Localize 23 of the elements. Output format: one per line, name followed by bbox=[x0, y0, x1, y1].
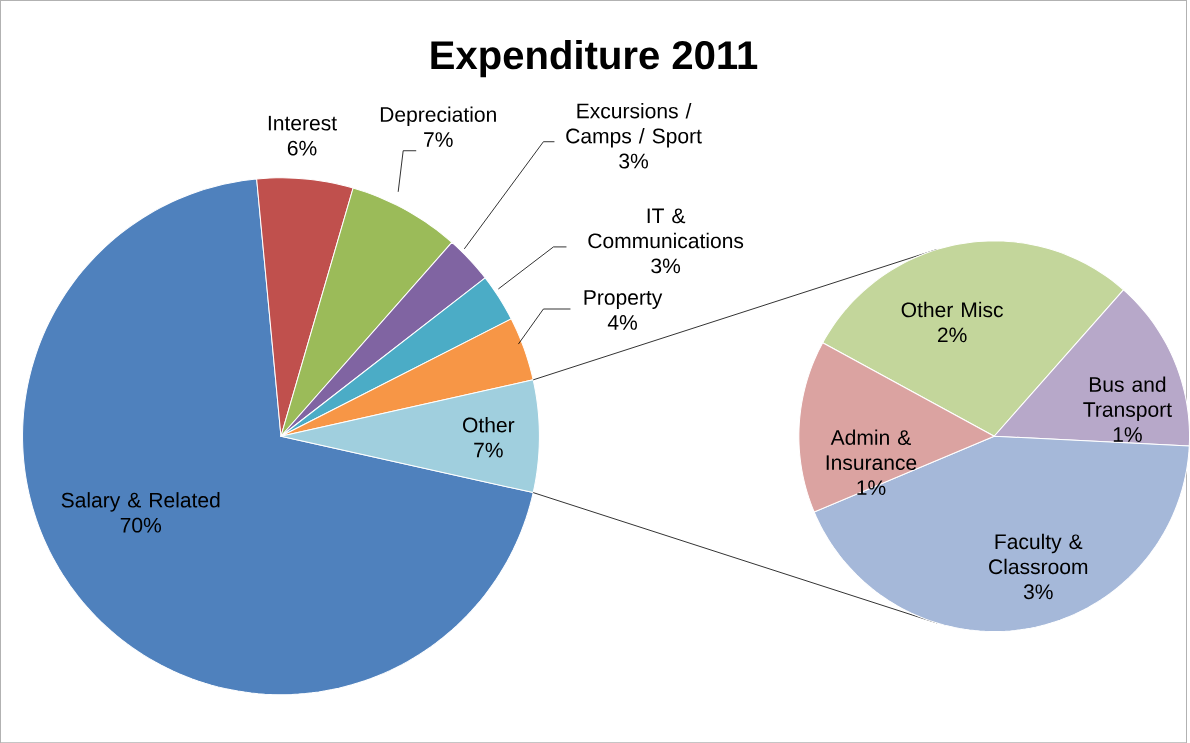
slice-label: Faculty & Classroom bbox=[989, 533, 1088, 575]
data-label: 1% bbox=[1113, 427, 1142, 442]
data-label: 7% bbox=[424, 132, 453, 147]
chart-title: Expenditure 2011 bbox=[431, 39, 758, 78]
slice-label: Property bbox=[584, 290, 663, 309]
data-label: 7% bbox=[474, 442, 503, 458]
data-label: 3% bbox=[619, 153, 649, 169]
slice-label: Bus and Transport bbox=[1083, 376, 1172, 421]
data-label: 70% bbox=[120, 517, 162, 533]
data-label: 4% bbox=[607, 314, 637, 330]
slice-label: Excursions / Camps / Sport bbox=[566, 102, 702, 148]
data-label: 3% bbox=[651, 258, 681, 274]
data-label: 2% bbox=[937, 327, 967, 343]
slice-label: Salary & Related bbox=[61, 491, 220, 512]
slice-label: Admin & Insurance bbox=[826, 429, 917, 470]
data-label: 1% bbox=[857, 480, 886, 495]
data-label: 6% bbox=[287, 140, 317, 156]
slice-label: Other Misc bbox=[901, 301, 1003, 318]
slice-label: Depreciation bbox=[380, 106, 496, 126]
slice-label: IT & Communications bbox=[588, 208, 744, 249]
slice-label: Other bbox=[463, 416, 515, 433]
data-label: 3% bbox=[1023, 584, 1053, 600]
slice-label: Interest bbox=[268, 115, 337, 131]
